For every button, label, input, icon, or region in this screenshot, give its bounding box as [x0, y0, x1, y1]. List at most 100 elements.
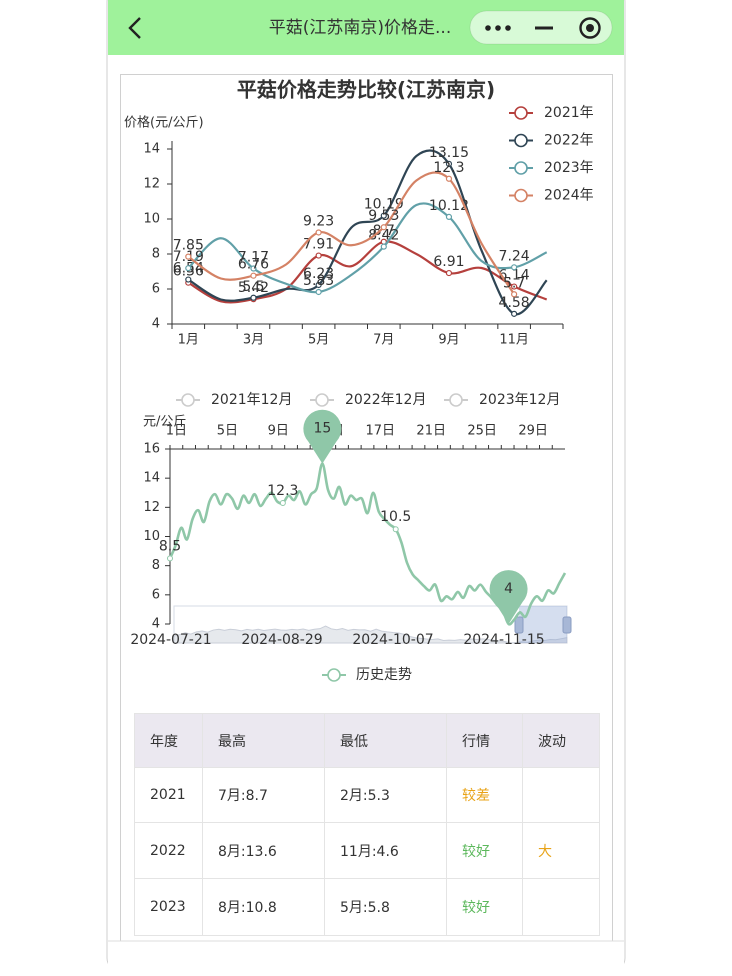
table-cell: 8月:10.8 [202, 878, 325, 936]
zoom-label: 2024-07-21 [130, 632, 211, 648]
x-tick-label: 9日 [268, 424, 289, 439]
table-cell [522, 878, 600, 936]
more-button[interactable] [485, 25, 511, 31]
data-point [380, 243, 387, 250]
legend-label[interactable]: 历史走势 [356, 667, 412, 683]
y-tick-label: 6 [152, 282, 160, 297]
data-label: 10.19 [364, 197, 404, 213]
data-point [250, 265, 257, 272]
x-tick-label: 9月 [438, 333, 459, 348]
data-label: 10.12 [429, 198, 469, 214]
table-row: 2023 8月:10.8 5月:5.8 较好 [134, 878, 600, 936]
legend-icon [327, 668, 341, 682]
data-point [315, 281, 322, 289]
data-label: 8.42 [368, 228, 399, 244]
y-tick-label: 4 [152, 317, 160, 332]
mark-pin [489, 570, 528, 624]
table-cell: 大 [522, 822, 600, 879]
column-header: 波动 [522, 713, 600, 768]
minimize-button[interactable] [535, 26, 553, 30]
legend-icon [514, 188, 528, 203]
data-label: 5.42 [238, 280, 269, 296]
series-line [187, 202, 548, 294]
legend-label[interactable]: 2023年12月 [479, 392, 560, 408]
data-label: 9.23 [303, 213, 334, 229]
legend-label[interactable]: 2021年12月 [211, 392, 292, 408]
data-label: 7.91 [303, 237, 334, 253]
data-point [380, 212, 387, 219]
data-point [511, 264, 518, 271]
zoom-label: 2024-10-07 [352, 632, 433, 648]
data-point [392, 526, 399, 533]
page-title: 平菇(江苏南京)价格走... [269, 18, 451, 38]
y-tick-label: 10 [143, 212, 160, 227]
table-cell: 2021 [134, 767, 203, 823]
y-tick-label: 14 [143, 471, 160, 486]
data-point [445, 160, 453, 167]
table-cell: 2月:5.3 [324, 767, 447, 823]
legend-label: 2023年 [544, 160, 594, 176]
data-label: 8.5 [159, 538, 181, 554]
table-cell: 5月:5.8 [324, 878, 447, 936]
table-row: 2022 8月:13.6 11月:4.6 较好大 [134, 822, 600, 879]
back-button[interactable] [128, 17, 141, 39]
legend-label: 2022年 [544, 133, 594, 149]
data-label: 6.76 [238, 257, 269, 273]
mark-label: 15 [313, 421, 331, 437]
table-cell: 2023 [134, 878, 203, 936]
data-label: 6.14 [499, 268, 530, 284]
data-point [511, 310, 518, 317]
x-tick-label: 1日 [166, 424, 187, 439]
data-point [250, 294, 257, 301]
summary-table: 年度 最高 最低 行情 波动 2021 7月:8.7 2月:5.3 较差 2022 8月:13.6 1… [134, 713, 600, 936]
data-point [185, 253, 192, 260]
data-label: 5.83 [303, 273, 334, 289]
data-point [445, 213, 453, 220]
y-tick-label: 6 [152, 587, 160, 602]
x-tick-label: 29日 [518, 424, 548, 439]
zoom-handle[interactable] [562, 616, 572, 634]
y-tick-label: 4 [152, 617, 160, 632]
data-point [380, 224, 387, 231]
column-header: 行情 [446, 713, 523, 768]
y-tick-label: 16 [143, 442, 160, 457]
data-point [250, 272, 257, 279]
data-point [445, 175, 453, 182]
data-label: 6.36 [173, 264, 204, 280]
legend-icon [514, 161, 528, 175]
x-tick-label: 17日 [365, 424, 395, 439]
data-label: 13.15 [429, 145, 469, 161]
x-tick-label: 5月 [308, 333, 329, 348]
column-header: 年度 [134, 713, 203, 768]
data-point [315, 229, 322, 236]
legend-label: 2021年 [544, 105, 594, 121]
data-label: 10.5 [380, 509, 411, 525]
legend-icon [315, 393, 329, 407]
mark-label: 4 [504, 581, 513, 597]
data-label: 9.53 [368, 208, 399, 224]
chart-title: 平菇价格走势比较(江苏南京) [237, 78, 495, 102]
data-label: 5.5 [242, 279, 264, 295]
y-axis-label: 元/公斤 [143, 415, 186, 430]
table-cell: 较好 [446, 822, 523, 879]
series-line [187, 171, 516, 295]
zoom-handle[interactable] [514, 616, 524, 634]
data-point [315, 288, 322, 296]
data-point [445, 269, 453, 277]
data-point [167, 555, 173, 562]
table-cell [522, 767, 600, 823]
table-cell: 11月:4.6 [324, 822, 447, 879]
y-axis-label: 价格(元/公斤) [124, 115, 204, 131]
data-label: 4.58 [499, 295, 530, 311]
data-point [185, 265, 192, 272]
y-tick-label: 14 [143, 142, 160, 157]
x-tick-label: 1月 [178, 333, 199, 348]
close-button[interactable] [579, 17, 601, 39]
x-tick-label: 5日 [217, 424, 238, 439]
y-tick-label: 12 [143, 500, 160, 515]
x-tick-label: 3月 [243, 333, 264, 348]
table-cell: 较差 [446, 767, 523, 823]
legend-label[interactable]: 2022年12月 [345, 392, 426, 408]
legend-icon [514, 133, 528, 148]
x-tick-label: 25日 [467, 424, 497, 439]
